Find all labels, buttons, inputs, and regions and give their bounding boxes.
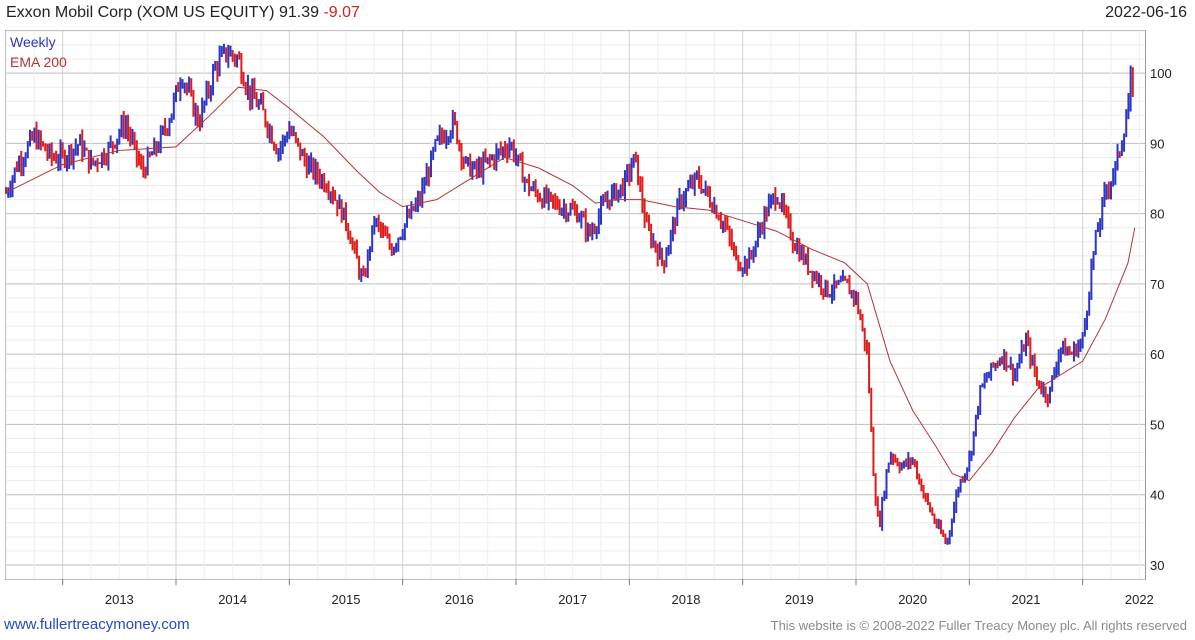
price-chart: 30 40 50 60 70 80 90 100 2013 2014 2015 2016 2017 201…	[5, 30, 1172, 607]
website-link[interactable]: www.fullertreacymoney.com	[4, 616, 190, 633]
x-tick-label: 2021	[1012, 592, 1041, 607]
x-tick-label: 2017	[558, 592, 587, 607]
y-tick-label: 70	[1150, 277, 1164, 292]
x-tick-label: 2022	[1125, 592, 1154, 607]
y-tick-label: 100	[1150, 66, 1172, 81]
chart-legend: Weekly EMA 200	[10, 32, 67, 72]
x-tick-label: 2020	[898, 592, 927, 607]
y-tick-label: 60	[1150, 347, 1164, 362]
legend-ema: EMA 200	[10, 54, 67, 70]
x-tick-label: 2013	[105, 592, 134, 607]
chart-date: 2022-06-16	[1105, 4, 1187, 21]
y-tick-label: 90	[1150, 136, 1164, 151]
x-tick-label: 2018	[672, 592, 701, 607]
y-tick-label: 40	[1150, 488, 1164, 503]
ema-200-line	[5, 86, 1136, 482]
x-tick-label: 2019	[785, 592, 814, 607]
last-price: 91.39	[278, 4, 319, 21]
legend-weekly: Weekly	[10, 34, 56, 50]
chart-header: Exxon Mobil Corp (XOM US EQUITY) 91.39 -…	[6, 4, 360, 22]
y-tick-label: 30	[1150, 558, 1164, 573]
x-tick-label: 2014	[218, 592, 247, 607]
copyright-notice: This website is © 2008-2022 Fuller Treac…	[770, 618, 1187, 633]
x-tick-label: 2016	[445, 592, 474, 607]
y-tick-label: 50	[1150, 417, 1164, 432]
y-tick-label: 80	[1150, 207, 1164, 222]
security-title: Exxon Mobil Corp (XOM US EQUITY)	[6, 4, 275, 21]
price-change: -9.07	[323, 4, 360, 21]
x-tick-label: 2015	[332, 592, 361, 607]
